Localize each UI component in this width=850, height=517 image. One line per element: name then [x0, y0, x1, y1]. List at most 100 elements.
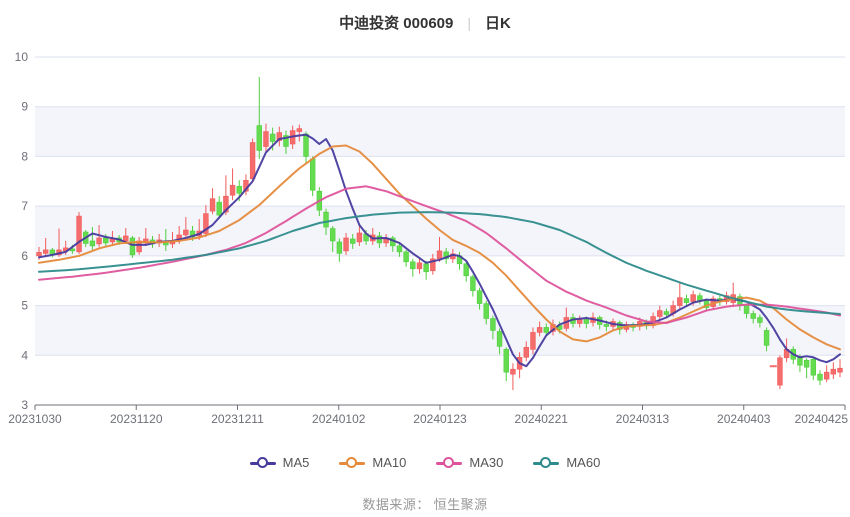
candle [817, 373, 823, 381]
svg-text:10: 10 [15, 50, 29, 64]
candle [336, 241, 343, 254]
candle [576, 319, 583, 324]
candle [42, 249, 49, 254]
legend-item-ma60[interactable]: MA60 [533, 455, 600, 470]
svg-text:20231120: 20231120 [110, 412, 163, 426]
candle [209, 198, 216, 212]
grid-lines [35, 56, 845, 356]
ma-line-ma60 [38, 211, 841, 315]
data-source-label: 数据来源： [362, 497, 430, 512]
candle [757, 317, 763, 323]
candle [436, 250, 443, 260]
candle [690, 294, 696, 302]
candle [777, 357, 783, 386]
legend-label: MA30 [469, 455, 504, 470]
candle [750, 313, 756, 319]
candle [470, 276, 476, 291]
svg-text:20240425: 20240425 [795, 412, 849, 426]
svg-text:9: 9 [21, 100, 28, 114]
legend-item-ma30[interactable]: MA30 [436, 455, 503, 470]
svg-text:8: 8 [21, 149, 28, 163]
legend-marker-icon [436, 456, 463, 469]
candle [823, 371, 830, 380]
title-separator: | [467, 14, 472, 31]
candle [443, 251, 449, 260]
candle [296, 128, 303, 132]
candle [396, 245, 403, 253]
candle [303, 133, 309, 157]
candle [203, 213, 209, 234]
candle [276, 132, 282, 141]
legend-item-ma5[interactable]: MA5 [249, 455, 310, 470]
data-source: 数据来源： 恒生聚源 [0, 494, 850, 513]
candle [830, 368, 837, 375]
candle [530, 332, 536, 350]
ma-line-ma10 [38, 144, 841, 351]
candle [123, 235, 129, 242]
candle [430, 258, 436, 272]
candle [503, 349, 509, 373]
legend-item-ma10[interactable]: MA10 [339, 455, 406, 470]
candle [583, 319, 590, 324]
candle [476, 290, 483, 304]
svg-text:3: 3 [21, 398, 28, 412]
candle [283, 135, 289, 147]
svg-text:20240403: 20240403 [717, 412, 771, 426]
data-source-value: 恒生聚源 [433, 497, 488, 512]
candle [543, 327, 550, 333]
svg-text:20231030: 20231030 [8, 412, 62, 426]
candle [236, 185, 242, 194]
candle [416, 262, 423, 270]
candle [803, 359, 810, 368]
candle [329, 228, 336, 242]
candle [309, 158, 316, 191]
candle [256, 125, 262, 151]
candle [423, 263, 429, 273]
candle [96, 237, 102, 245]
candle [350, 238, 356, 244]
candle [76, 215, 82, 253]
svg-text:20240123: 20240123 [413, 412, 467, 426]
candle [810, 358, 817, 376]
candle [496, 331, 503, 347]
candle [89, 240, 96, 247]
candle [523, 347, 529, 358]
candle [229, 184, 236, 196]
svg-text:5: 5 [21, 299, 28, 313]
y-axis-labels: 10 9 8 7 6 5 4 3 [15, 50, 29, 412]
candle [323, 211, 329, 228]
candle [216, 201, 222, 216]
chart-title: 中迪投资 000609 | 日K [0, 12, 850, 33]
svg-text:4: 4 [21, 348, 28, 362]
candle [683, 298, 690, 303]
candle [837, 367, 843, 373]
candle [263, 131, 269, 147]
legend-label: MA5 [282, 455, 310, 470]
candle [269, 133, 276, 142]
legend-label: MA60 [566, 455, 601, 470]
candle-doji [769, 365, 777, 368]
candle [483, 303, 489, 319]
candle [490, 318, 496, 331]
svg-text:20240313: 20240313 [616, 412, 670, 426]
candle [356, 232, 363, 243]
svg-text:20240102: 20240102 [312, 412, 366, 426]
ma-line-ma30 [38, 185, 841, 324]
svg-text:20231211: 20231211 [211, 412, 264, 426]
candle [763, 330, 770, 346]
ma-lines [38, 133, 841, 368]
candle [677, 297, 683, 306]
candle [403, 251, 409, 263]
candle [510, 368, 516, 375]
legend-label: MA10 [372, 455, 407, 470]
candle [797, 356, 803, 366]
x-axis: 20231030 20231120 20231211 20240102 20240123… [8, 404, 849, 426]
candle [249, 142, 256, 180]
candle [129, 237, 136, 256]
svg-text:20240221: 20240221 [515, 412, 569, 426]
candle [657, 310, 663, 317]
candle [536, 327, 543, 333]
svg-text:7: 7 [21, 199, 28, 213]
